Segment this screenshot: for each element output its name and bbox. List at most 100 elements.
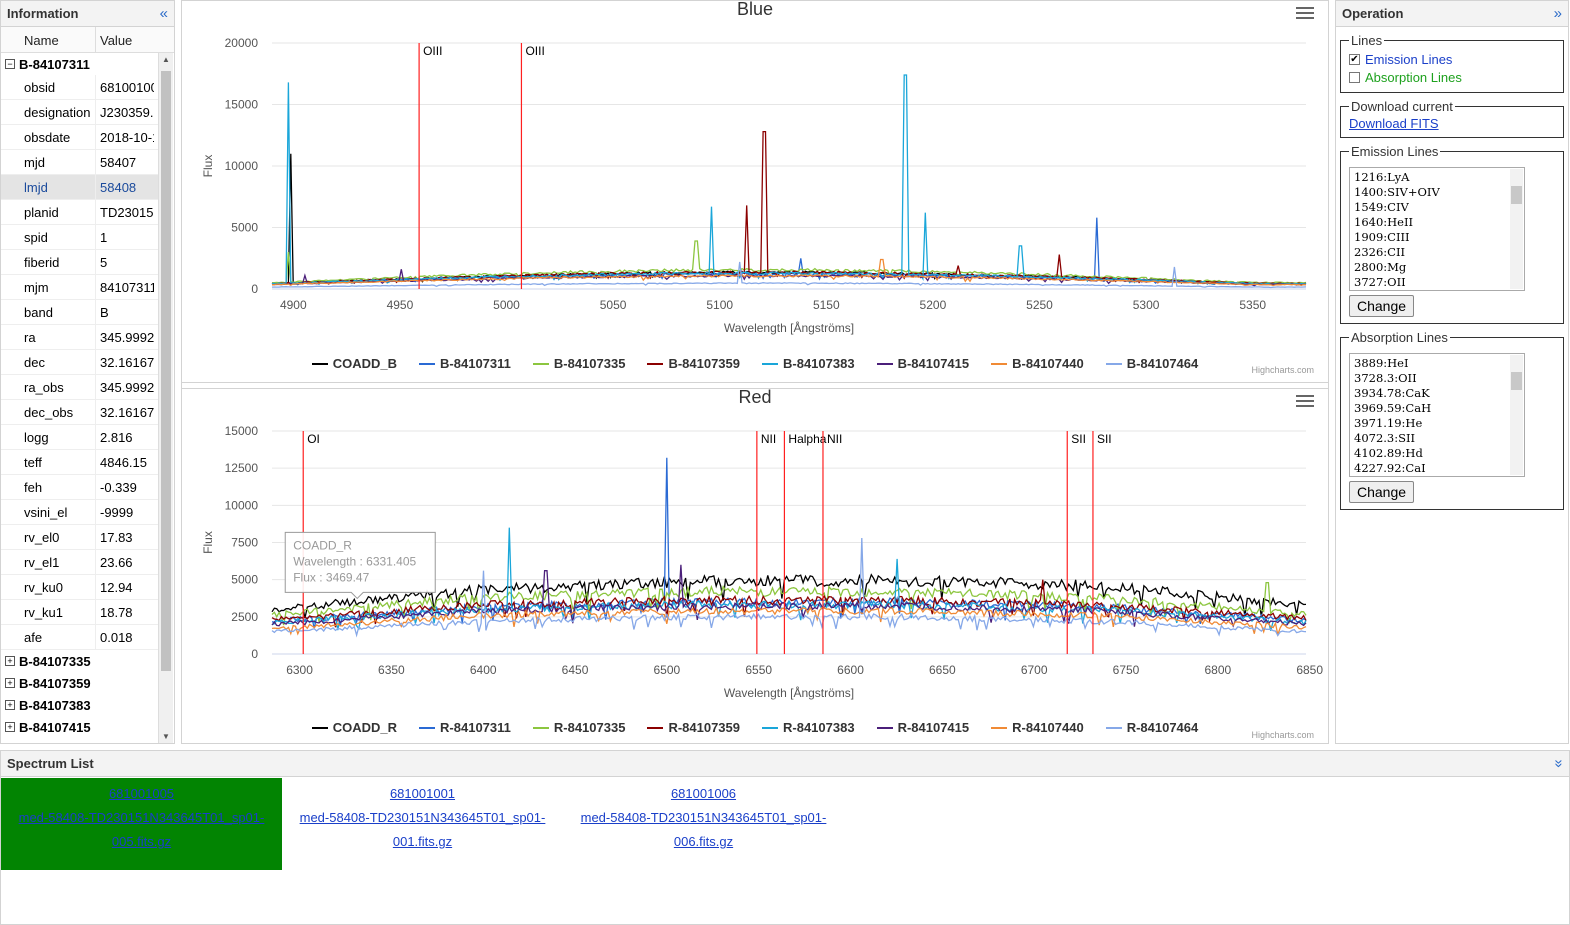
- legend-item[interactable]: COADD_R: [311, 720, 397, 735]
- expand-plus-icon[interactable]: +: [5, 722, 15, 732]
- info-row[interactable]: afe 0.018: [1, 625, 158, 650]
- spectrum-item[interactable]: 681001005 med-58408-TD230151N343645T01_sp…: [1, 778, 282, 870]
- tree-group-collapsed[interactable]: + B-84107415: [1, 716, 158, 738]
- collapse-minus-icon[interactable]: −: [5, 59, 15, 69]
- collapse-left-icon[interactable]: «: [159, 5, 168, 22]
- listbox-scrollbar[interactable]: [1510, 169, 1523, 289]
- spectrum-item[interactable]: 681001001 med-58408-TD230151N343645T01_sp…: [282, 778, 563, 870]
- info-row[interactable]: rv_el0 17.83: [1, 525, 158, 550]
- legend-item[interactable]: B-84107359: [647, 356, 740, 371]
- line-option[interactable]: 1549:CIV: [1354, 200, 1409, 214]
- line-option[interactable]: 1640:HeII: [1354, 215, 1414, 229]
- expand-plus-icon[interactable]: +: [5, 656, 15, 666]
- info-row[interactable]: teff 4846.15: [1, 450, 158, 475]
- checkbox-checked-icon[interactable]: ✔: [1349, 53, 1360, 65]
- checkbox-unchecked-icon[interactable]: [1349, 71, 1360, 83]
- legend-item[interactable]: B-84107383: [762, 356, 855, 371]
- line-option[interactable]: 3969.59:CaH: [1354, 401, 1432, 415]
- info-row[interactable]: rv_el1 23.66: [1, 550, 158, 575]
- info-row[interactable]: designation J230359.8: [1, 100, 158, 125]
- info-row[interactable]: mjm 84107311: [1, 275, 158, 300]
- legend-item[interactable]: R-84107311: [419, 720, 511, 735]
- info-row[interactable]: ra 345.99928: [1, 325, 158, 350]
- spectrum-file-link-cont[interactable]: 005.fits.gz: [111, 834, 172, 849]
- info-row[interactable]: ra_obs 345.99929: [1, 375, 158, 400]
- download-fits-link[interactable]: Download FITS: [1349, 116, 1439, 131]
- info-row[interactable]: dec 32.161672: [1, 350, 158, 375]
- tree-group-collapsed[interactable]: + B-84107335: [1, 650, 158, 672]
- absorption-lines-label[interactable]: Absorption Lines: [1365, 69, 1462, 85]
- spectrum-id-link[interactable]: 681001006: [670, 786, 737, 801]
- line-option[interactable]: 3727:OII: [1354, 275, 1406, 289]
- info-row[interactable]: logg 2.816: [1, 425, 158, 450]
- tree-group-collapsed[interactable]: + B-84107383: [1, 694, 158, 716]
- legend-item[interactable]: R-84107383: [762, 720, 855, 735]
- legend-item[interactable]: B-84107335: [532, 356, 625, 371]
- spectrum-file-link[interactable]: med-58408-TD230151N343645T01_sp01-: [299, 810, 546, 825]
- line-option[interactable]: 4102.89:Hd: [1354, 446, 1423, 460]
- emission-lines-label[interactable]: Emission Lines: [1365, 51, 1453, 67]
- line-option[interactable]: 3971.19:He: [1354, 416, 1423, 430]
- info-row[interactable]: spid 1: [1, 225, 158, 250]
- blue-chart-menu-icon[interactable]: [1296, 7, 1314, 21]
- spectrum-file-link-cont[interactable]: 001.fits.gz: [392, 834, 453, 849]
- spectrum-file-link[interactable]: med-58408-TD230151N343645T01_sp01-: [18, 810, 265, 825]
- info-row[interactable]: vsini_el -9999: [1, 500, 158, 525]
- line-option[interactable]: 3889:HeI: [1354, 356, 1409, 370]
- emission-lines-listbox[interactable]: 1216:LyA 1400:SIV+OIV 1549:CIV 1640:HeII 190…: [1349, 167, 1525, 291]
- info-row[interactable]: rv_ku0 12.94: [1, 575, 158, 600]
- line-option[interactable]: 4227.92:CaI: [1354, 461, 1426, 475]
- scroll-down-icon[interactable]: ▼: [162, 732, 170, 741]
- listbox-scrollbar[interactable]: [1510, 355, 1523, 475]
- line-option[interactable]: 2326:CII: [1354, 245, 1406, 259]
- line-option[interactable]: 2800:Mg: [1354, 260, 1407, 274]
- info-scrollbar[interactable]: ▲ ▼: [158, 53, 173, 743]
- info-row[interactable]: obsdate 2018-10-1: [1, 125, 158, 150]
- tree-group-expanded[interactable]: − B-84107311: [1, 53, 158, 75]
- spectrum-id-link[interactable]: 681001005: [108, 786, 175, 801]
- info-row[interactable]: mjd 58407: [1, 150, 158, 175]
- legend-item[interactable]: R-84107440: [991, 720, 1084, 735]
- collapse-down-icon[interactable]: »: [1550, 759, 1568, 768]
- info-row[interactable]: lmjd 58408: [1, 175, 158, 200]
- legend-item[interactable]: R-84107359: [647, 720, 740, 735]
- column-value[interactable]: Value: [100, 33, 133, 48]
- line-option[interactable]: 3728.3:OII: [1354, 371, 1417, 385]
- legend-item[interactable]: R-84107335: [532, 720, 625, 735]
- legend-item[interactable]: COADD_B: [311, 356, 397, 371]
- absorption-lines-checkbox[interactable]: Absorption Lines: [1349, 68, 1555, 86]
- line-option[interactable]: 1909:CIII: [1354, 230, 1410, 244]
- scrollbar-thumb[interactable]: [161, 71, 171, 671]
- absorption-lines-listbox[interactable]: 3889:HeI 3728.3:OII 3934.78:CaK 3969.59:CaH…: [1349, 353, 1525, 477]
- line-option[interactable]: 1216:LyA: [1354, 170, 1410, 184]
- absorption-change-button[interactable]: Change: [1349, 481, 1415, 503]
- red-chart-menu-icon[interactable]: [1296, 395, 1314, 409]
- info-row[interactable]: band B: [1, 300, 158, 325]
- legend-item[interactable]: B-84107464: [1105, 356, 1198, 371]
- line-option[interactable]: 4072.3:SII: [1354, 431, 1416, 445]
- info-row[interactable]: planid TD230151: [1, 200, 158, 225]
- collapse-right-icon[interactable]: »: [1553, 5, 1562, 22]
- red-chart-credit[interactable]: Highcharts.com: [1251, 730, 1314, 740]
- expand-plus-icon[interactable]: +: [5, 700, 15, 710]
- info-row[interactable]: dec_obs 32.161672: [1, 400, 158, 425]
- spectrum-item[interactable]: 681001006 med-58408-TD230151N343645T01_sp…: [563, 778, 844, 870]
- line-option[interactable]: 3934.78:CaK: [1354, 386, 1430, 400]
- blue-chart-credit[interactable]: Highcharts.com: [1251, 365, 1314, 375]
- legend-item[interactable]: R-84107464: [1105, 720, 1198, 735]
- info-row[interactable]: fiberid 5: [1, 250, 158, 275]
- spectrum-id-link[interactable]: 681001001: [389, 786, 456, 801]
- legend-item[interactable]: B-84107311: [419, 356, 511, 371]
- expand-plus-icon[interactable]: +: [5, 678, 15, 688]
- spectrum-file-link-cont[interactable]: 006.fits.gz: [673, 834, 734, 849]
- info-row[interactable]: rv_ku1 18.78: [1, 600, 158, 625]
- scroll-up-icon[interactable]: ▲: [162, 55, 170, 64]
- column-name[interactable]: Name: [20, 27, 96, 52]
- legend-item[interactable]: B-84107415: [876, 356, 969, 371]
- emission-lines-checkbox[interactable]: ✔ Emission Lines: [1349, 50, 1555, 68]
- spectrum-file-link[interactable]: med-58408-TD230151N343645T01_sp01-: [580, 810, 827, 825]
- info-row[interactable]: feh -0.339: [1, 475, 158, 500]
- info-row[interactable]: obsid 68100100: [1, 75, 158, 100]
- emission-change-button[interactable]: Change: [1349, 295, 1415, 317]
- line-option[interactable]: 1400:SIV+OIV: [1354, 185, 1440, 199]
